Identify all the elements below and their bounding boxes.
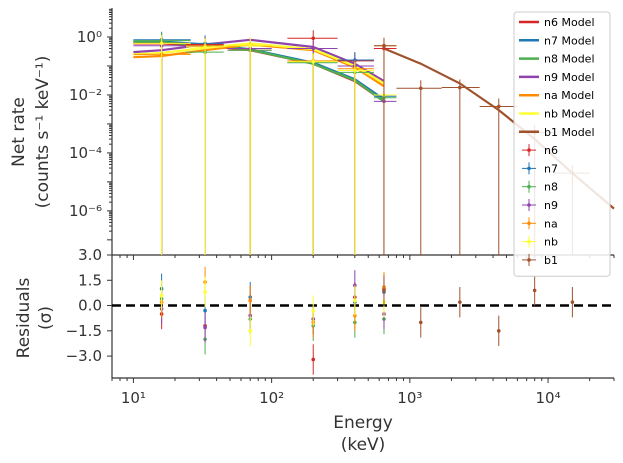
y-tick-label-top: 10⁻² [69, 86, 102, 104]
legend-data-label: na [544, 217, 558, 230]
bottom-ylabel-line1: Residuals [14, 278, 34, 359]
legend-model-label: n7 Model [544, 34, 595, 47]
bottom-ylabel-line2: (σ) [36, 306, 56, 330]
data-point [311, 36, 316, 41]
legend-data-label: b1 [544, 254, 558, 267]
xlabel-line1: Energy [333, 413, 393, 433]
residual-point [532, 288, 537, 293]
legend-model-label: nb Model [544, 108, 594, 121]
y-tick-label-bottom: −3.0 [66, 347, 102, 365]
y-tick-label-top: 10⁻⁶ [69, 202, 102, 220]
top-ylabel-line1: Net rate [9, 97, 29, 167]
y-tick-label-bottom: 3.0 [78, 246, 102, 264]
data-point [458, 85, 462, 90]
x-tick-label: 10⁴ [536, 389, 561, 407]
residual-point [203, 308, 207, 313]
x-tick-label: 10³ [397, 389, 422, 407]
residual-point [382, 288, 386, 293]
legend-data-marker [527, 239, 531, 244]
data-point [248, 43, 253, 48]
legend-data-marker [527, 148, 531, 152]
residual-point [353, 298, 357, 303]
legend-data-label: n7 [544, 162, 558, 175]
y-tick-label-bottom: 1.5 [78, 271, 102, 289]
legend-data-marker [527, 184, 531, 189]
legend-data-marker [527, 221, 531, 226]
y-tick-label-top: 10⁰ [77, 28, 102, 46]
residual-point [248, 329, 253, 333]
legend-data-label: n9 [544, 199, 558, 212]
legend-model-label: na Model [544, 89, 594, 102]
top-panel: 10⁰ 10⁻² 10⁻⁴ 10⁻⁶ [69, 8, 615, 260]
legend-model-label: b1 Model [544, 126, 595, 139]
legend-data-label: n8 [544, 181, 558, 194]
legend-data-marker [527, 203, 531, 207]
residual-point [311, 357, 316, 362]
legend-data-marker [527, 258, 531, 262]
data-point [311, 59, 316, 64]
residual-point [496, 329, 501, 333]
residual-point [159, 293, 164, 298]
data-point [159, 41, 164, 46]
bottom-panel: 10¹ 10² 10³ 10⁴ 3.0 1.5 0.0 −1.5 −3.0 [66, 246, 615, 407]
xlabel-line2: (keV) [341, 435, 386, 455]
y-tick-label-top: 10⁻⁴ [69, 144, 102, 162]
legend-model-label: n8 Model [544, 53, 595, 66]
data-point [311, 46, 316, 51]
residual-point [203, 290, 207, 294]
x-tick-label: 10¹ [121, 389, 146, 407]
legend: n6 Model n7 Model n8 Model n9 Model na Model… [513, 11, 611, 277]
x-tick-label: 10² [259, 389, 284, 407]
residual-point [418, 320, 423, 325]
data-point [382, 43, 386, 48]
legend-data-label: n6 [544, 144, 558, 157]
y-tick-label-bottom: −1.5 [66, 322, 102, 340]
legend-data-marker [527, 166, 531, 171]
residual-point [458, 300, 462, 304]
legend-data-label: nb [544, 236, 558, 249]
data-point [496, 104, 501, 109]
data-point [353, 68, 357, 73]
legend-model-label: n6 Model [544, 16, 595, 29]
residual-point [311, 308, 316, 313]
residual-point [248, 298, 253, 303]
top-ylabel-line2: (counts s⁻¹ keV⁻¹) [33, 56, 53, 209]
residual-point [203, 325, 207, 330]
residual-point [570, 300, 575, 304]
y-tick-label-bottom: 0.0 [78, 297, 102, 315]
legend-model-label: n9 Model [544, 71, 595, 84]
data-point [418, 86, 423, 91]
data-point [203, 45, 207, 49]
